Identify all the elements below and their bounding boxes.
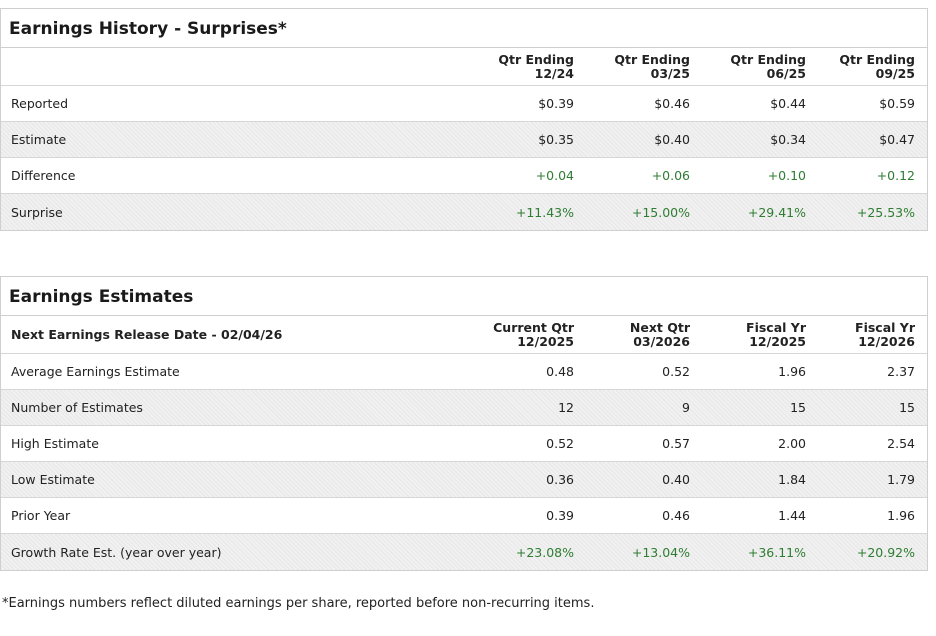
table-cell: +0.10 (767, 168, 806, 183)
table-row-average-estimate: Average Earnings Estimate 0.48 0.52 1.96… (1, 354, 927, 390)
row-label: Number of Estimates (11, 400, 143, 415)
table-row-difference: Difference +0.04 +0.06 +0.10 +0.12 (1, 158, 927, 194)
table-cell: 0.46 (662, 508, 690, 523)
table-cell: $0.40 (654, 132, 690, 147)
table-cell: +20.92% (856, 544, 915, 560)
table-cell: +36.11% (747, 544, 806, 560)
table-row-number-of-estimates: Number of Estimates 12 9 15 15 (1, 390, 927, 426)
earnings-history-title: Earnings History - Surprises* (1, 9, 927, 48)
table-cell: 0.52 (546, 436, 574, 451)
table-row-reported: Reported $0.39 $0.46 $0.44 $0.59 (1, 86, 927, 122)
table-cell: 1.44 (778, 508, 806, 523)
column-header: Fiscal Yr 12/2026 (855, 319, 915, 349)
table-row-surprise: Surprise +11.43% +15.00% +29.41% +25.53% (1, 194, 927, 230)
table-cell: $0.46 (654, 96, 690, 111)
table-cell: +23.08% (515, 544, 574, 560)
table-cell: $0.35 (538, 132, 574, 147)
table-cell: 0.48 (546, 364, 574, 379)
table-cell: 0.57 (662, 436, 690, 451)
table-cell: 0.39 (546, 508, 574, 523)
table-cell: 15 (899, 400, 915, 415)
table-cell: +25.53% (856, 204, 915, 220)
table-cell: $0.59 (879, 96, 915, 111)
column-header: Qtr Ending 09/25 (839, 51, 915, 81)
table-cell: +15.00% (631, 204, 690, 220)
table-cell: 2.00 (778, 436, 806, 451)
table-cell: $0.34 (770, 132, 806, 147)
row-label: Low Estimate (11, 472, 95, 487)
earnings-history-header-row: Qtr Ending 12/24 Qtr Ending 03/25 Qtr Endi… (1, 48, 927, 86)
row-label: Growth Rate Est. (year over year) (11, 544, 222, 560)
row-label: High Estimate (11, 436, 99, 451)
table-cell: 12 (558, 400, 574, 415)
column-header: Current Qtr 12/2025 (493, 319, 574, 349)
table-row-prior-year: Prior Year 0.39 0.46 1.44 1.96 (1, 498, 927, 534)
table-cell: +11.43% (515, 204, 574, 220)
table-row-low-estimate: Low Estimate 0.36 0.40 1.84 1.79 (1, 462, 927, 498)
table-cell: +0.12 (876, 168, 915, 183)
table-cell: 15 (790, 400, 806, 415)
earnings-history-card: Earnings History - Surprises* Qtr Ending… (0, 8, 928, 231)
table-cell: +0.06 (651, 168, 690, 183)
table-cell: 2.37 (887, 364, 915, 379)
column-header: Qtr Ending 06/25 (730, 51, 806, 81)
column-header: Qtr Ending 12/24 (498, 51, 574, 81)
earnings-estimates-header-row: Next Earnings Release Date - 02/04/26 Cu… (1, 316, 927, 354)
table-cell: 1.79 (887, 472, 915, 487)
table-cell: 1.96 (778, 364, 806, 379)
table-cell: $0.39 (538, 96, 574, 111)
earnings-estimates-card: Earnings Estimates Next Earnings Release… (0, 276, 928, 571)
table-cell: 0.52 (662, 364, 690, 379)
footnote: *Earnings numbers reflect diluted earnin… (2, 596, 595, 611)
row-label: Surprise (11, 204, 63, 220)
table-cell: 1.96 (887, 508, 915, 523)
table-cell: +13.04% (631, 544, 690, 560)
row-label: Estimate (11, 132, 67, 147)
column-header: Qtr Ending 03/25 (614, 51, 690, 81)
row-label: Prior Year (11, 508, 71, 523)
earnings-estimates-title: Earnings Estimates (1, 277, 927, 316)
table-cell: 1.84 (778, 472, 806, 487)
table-row-high-estimate: High Estimate 0.52 0.57 2.00 2.54 (1, 426, 927, 462)
row-label: Average Earnings Estimate (11, 364, 180, 379)
table-cell: +29.41% (747, 204, 806, 220)
table-cell: 0.40 (662, 472, 690, 487)
next-release-date-label: Next Earnings Release Date - 02/04/26 (11, 327, 283, 342)
table-cell: 9 (682, 400, 690, 415)
row-label: Difference (11, 168, 76, 183)
table-cell: $0.47 (879, 132, 915, 147)
table-cell: $0.44 (770, 96, 806, 111)
row-label: Reported (11, 96, 69, 111)
table-cell: +0.04 (535, 168, 574, 183)
table-row-estimate: Estimate $0.35 $0.40 $0.34 $0.47 (1, 122, 927, 158)
table-row-growth-rate: Growth Rate Est. (year over year) +23.08… (1, 534, 927, 570)
column-header: Fiscal Yr 12/2025 (746, 319, 806, 349)
column-header: Next Qtr 03/2026 (629, 319, 690, 349)
table-cell: 0.36 (546, 472, 574, 487)
table-cell: 2.54 (887, 436, 915, 451)
